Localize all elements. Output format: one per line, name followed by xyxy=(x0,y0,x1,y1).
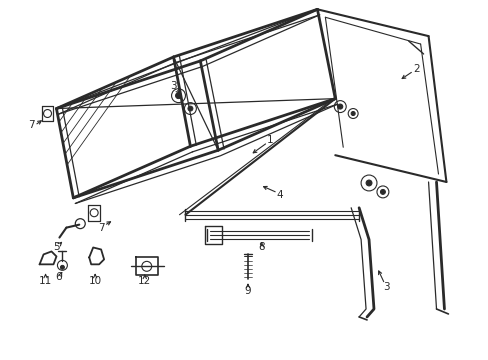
Text: 2: 2 xyxy=(412,64,419,74)
Circle shape xyxy=(187,106,192,111)
Circle shape xyxy=(366,180,371,186)
Circle shape xyxy=(175,93,181,99)
Text: 11: 11 xyxy=(39,276,52,286)
Text: 7: 7 xyxy=(98,222,104,233)
Circle shape xyxy=(337,104,342,109)
Text: 9: 9 xyxy=(244,286,251,296)
Text: 1: 1 xyxy=(266,135,273,145)
Text: 3: 3 xyxy=(170,81,177,91)
Text: 3: 3 xyxy=(383,282,389,292)
Text: 6: 6 xyxy=(55,272,61,282)
Text: 10: 10 xyxy=(88,276,102,286)
Circle shape xyxy=(61,265,64,269)
Text: 8: 8 xyxy=(258,243,264,252)
Text: 5: 5 xyxy=(53,243,60,252)
Text: 12: 12 xyxy=(138,276,151,286)
Text: 4: 4 xyxy=(276,190,283,200)
Text: 7: 7 xyxy=(28,121,35,130)
Circle shape xyxy=(380,189,385,194)
Circle shape xyxy=(350,112,354,116)
